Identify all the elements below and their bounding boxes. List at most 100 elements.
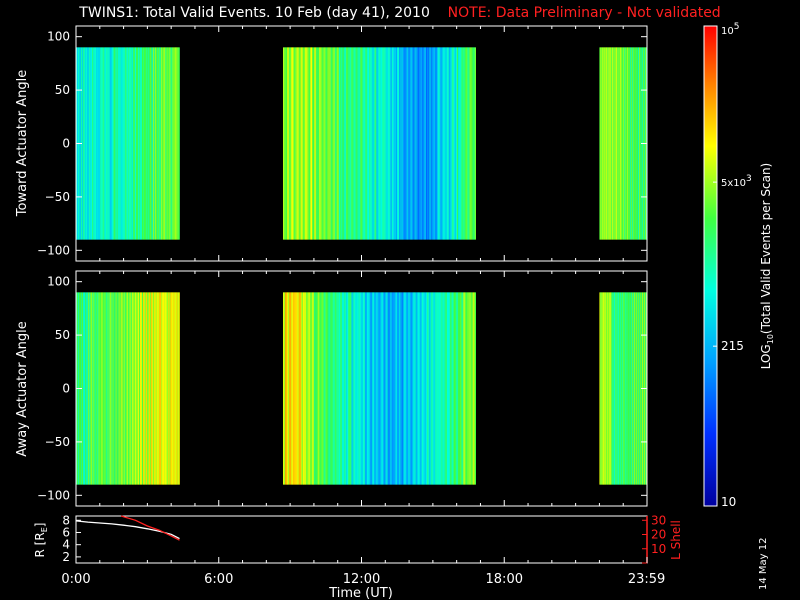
heatmap-cell	[635, 47, 637, 240]
heatmap-cell	[336, 47, 339, 240]
heatmap-cell	[389, 47, 392, 240]
heatmap-cell	[309, 47, 312, 240]
heatmap-cell	[372, 292, 374, 485]
heatmap-cell	[415, 47, 417, 240]
x-tick-label: 23:59	[628, 572, 665, 587]
heatmap-cell	[93, 47, 95, 240]
heatmap-cell	[404, 292, 406, 485]
heatmap-cell	[106, 292, 108, 485]
heatmap-cell	[465, 292, 467, 485]
heatmap-cell	[354, 292, 356, 485]
heatmap-cell	[96, 47, 98, 240]
heatmap-cell	[453, 292, 456, 485]
heatmap-cell	[112, 292, 114, 485]
heatmap-cell	[118, 47, 120, 240]
colorbar-label: LOG10(Total Valid Events per Scan)	[759, 163, 775, 370]
heatmap-cell	[302, 47, 305, 240]
heatmap-cell	[150, 292, 152, 485]
heatmap-cell	[360, 292, 363, 485]
heatmap-cell	[617, 47, 619, 240]
heatmap-cell	[400, 292, 402, 485]
heatmap-cell	[100, 292, 102, 485]
heatmap-cell	[319, 292, 321, 485]
heatmap-cell	[120, 292, 122, 485]
heatmap-cell	[626, 292, 628, 485]
heatmap-cell	[338, 292, 341, 485]
heatmap-cell	[339, 47, 342, 240]
heatmap-cell	[460, 292, 462, 485]
heatmap-cell	[433, 292, 435, 485]
heatmap-cell	[392, 47, 395, 240]
heatmap-cell	[628, 292, 630, 485]
heatmap-cell	[356, 292, 358, 485]
y-tick-label: −50	[45, 190, 70, 204]
heatmap-cell	[138, 47, 141, 240]
heatmap-cell	[111, 292, 113, 485]
heatmap-cell	[375, 292, 377, 485]
heatmap-cell	[131, 47, 134, 240]
heatmap-cell	[120, 47, 122, 240]
heatmap-cell	[334, 292, 337, 485]
heatmap-cell	[320, 47, 322, 240]
heatmap-cell	[349, 292, 351, 485]
heatmap-cell	[165, 47, 167, 240]
heatmap-cell	[141, 47, 144, 240]
heatmap-cell	[639, 47, 641, 240]
heatmap-cell	[639, 292, 641, 485]
heatmap-cell	[315, 292, 317, 485]
heatmap-cell	[604, 47, 606, 240]
heatmap-cell	[437, 292, 439, 485]
heatmap-cell	[362, 47, 365, 240]
heatmap-cell	[465, 47, 467, 240]
heatmap-cell	[96, 292, 98, 485]
heatmap-cell	[169, 292, 171, 485]
colorbar-gradient	[704, 26, 717, 506]
heatmap-cell	[603, 292, 605, 485]
away-heatmap-panel: 100 50 0 −50 −100 Away Actuator Angle	[15, 270, 648, 507]
heatmap-cell	[176, 292, 178, 485]
heatmap-cell	[321, 47, 323, 240]
heatmap-cell	[368, 292, 371, 485]
heatmap-cell	[172, 47, 174, 240]
heatmap-cell	[606, 292, 608, 485]
colorbar: 105 5x103 215 10 LOG10(Total Valid Events p…	[703, 22, 775, 509]
heatmap-cell	[169, 47, 171, 240]
heatmap-cell	[347, 292, 349, 485]
heatmap-cell	[390, 292, 393, 485]
heatmap-cell	[453, 47, 456, 240]
heatmap-cell	[102, 292, 104, 485]
heatmap-cell	[171, 47, 173, 240]
heatmap-cell	[154, 47, 156, 240]
r-axis-label: R [RE]	[33, 523, 49, 558]
heatmap-cell	[136, 292, 139, 485]
heatmap-cell	[445, 292, 447, 485]
heatmap-cell	[310, 292, 313, 485]
heatmap-cell	[404, 47, 406, 240]
heatmap-cell	[327, 292, 329, 485]
heatmap-cell	[602, 47, 604, 240]
heatmap-cell	[385, 47, 387, 240]
heatmap-cell	[608, 292, 610, 485]
heatmap-cell	[116, 292, 118, 485]
heatmap-cell	[447, 292, 450, 485]
heatmap-cell	[430, 47, 432, 240]
toward-y-ticks: 100 50 0 −50 −100	[37, 26, 648, 261]
heatmap-cell	[296, 292, 298, 485]
heatmap-cell	[105, 47, 107, 240]
heatmap-cell	[380, 47, 382, 240]
heatmap-cell	[451, 47, 454, 240]
heatmap-cell	[471, 47, 473, 240]
heatmap-cell	[637, 47, 639, 240]
heatmap-cell	[361, 47, 364, 240]
heatmap-cell	[147, 47, 149, 240]
heatmap-cell	[619, 292, 621, 485]
heatmap-cell	[618, 47, 620, 240]
heatmap-cell	[617, 292, 619, 485]
heatmap-cell	[620, 292, 622, 485]
heatmap-cell	[439, 47, 441, 240]
heatmap-cell	[357, 292, 359, 485]
lshell-tick-label: 20	[651, 528, 666, 542]
y-tick-label: −50	[45, 435, 70, 449]
heatmap-cell	[445, 47, 447, 240]
heatmap-cell	[290, 47, 292, 240]
